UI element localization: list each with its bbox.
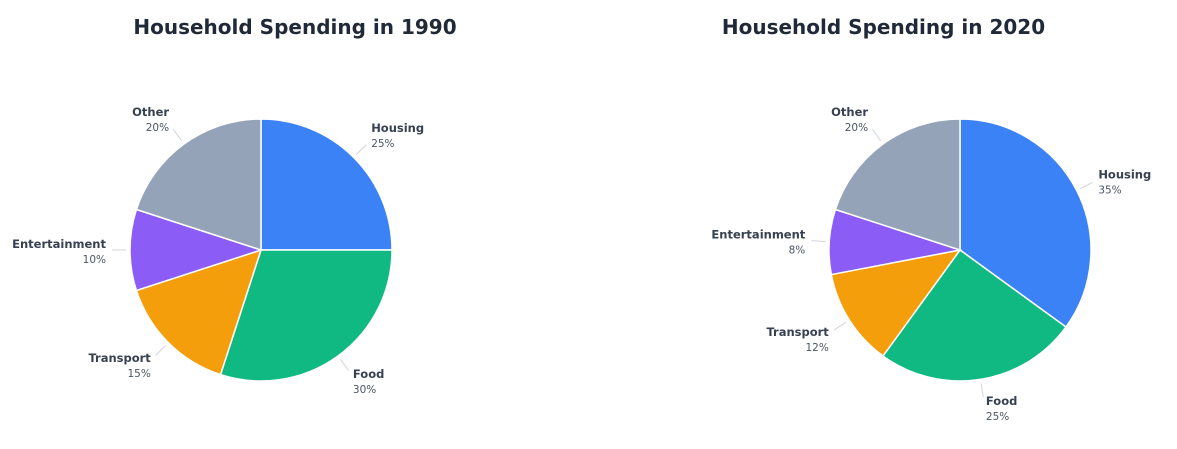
pie-slice-transport	[830, 248, 962, 358]
leader-line-food	[980, 383, 984, 398]
chart-title: Household Spending in 1990	[133, 15, 457, 39]
pie-slice-entertainment	[129, 208, 264, 292]
slice-label-transport: Transport	[766, 325, 829, 339]
slice-label-food: Food	[353, 367, 384, 381]
pie-slice-other	[834, 118, 961, 252]
slice-label-entertainment: Entertainment	[12, 237, 106, 251]
slice-label-housing: Housing	[371, 121, 424, 135]
pie-slice-food	[219, 249, 393, 382]
leader-line-entertainment	[811, 240, 826, 243]
slice-value-entertainment: 8%	[789, 244, 806, 256]
chart-1990: Household Spending in 1990 Housing 25% Foo…	[12, 15, 457, 396]
chart-title: Household Spending in 2020	[721, 15, 1046, 39]
pie-chart-1990: Housing 25% Food 30% Transport 15% Entertainme…	[12, 105, 424, 396]
slice-label-other: Other	[831, 105, 868, 119]
slice-value-other: 20%	[845, 122, 868, 134]
leader-line-other	[173, 129, 183, 142]
slice-value-food: 30%	[353, 384, 376, 396]
slice-label-housing: Housing	[1098, 168, 1151, 182]
pie-slice-housing	[959, 118, 1092, 329]
pie-chart-2020: Housing 35% Food 25% Transport 12% Entertainme…	[711, 105, 1151, 423]
slice-label-other: Other	[132, 105, 169, 119]
leader-line-transport	[155, 345, 166, 356]
slice-label-transport: Transport	[88, 351, 151, 365]
leader-line-food	[339, 358, 349, 371]
slice-label-food: Food	[986, 394, 1017, 408]
slice-value-housing: 25%	[371, 138, 394, 150]
slice-value-food: 25%	[986, 411, 1009, 423]
pie-slice-housing	[260, 118, 393, 251]
slice-value-housing: 35%	[1098, 185, 1121, 197]
leader-line-housing	[356, 144, 367, 155]
slice-label-entertainment: Entertainment	[711, 227, 805, 241]
slice-value-transport: 15%	[127, 368, 150, 380]
slice-value-other: 20%	[146, 122, 169, 134]
slice-value-entertainment: 10%	[83, 254, 106, 266]
leader-line-housing	[1080, 181, 1093, 190]
pie-slice-food	[881, 248, 1068, 382]
leader-line-transport	[833, 321, 847, 331]
leader-line-other	[872, 129, 882, 142]
chart-2020: Household Spending in 2020 Housing 35% Foo…	[590, 0, 1177, 449]
slice-value-transport: 12%	[805, 342, 828, 354]
pie-slice-other	[135, 118, 262, 252]
